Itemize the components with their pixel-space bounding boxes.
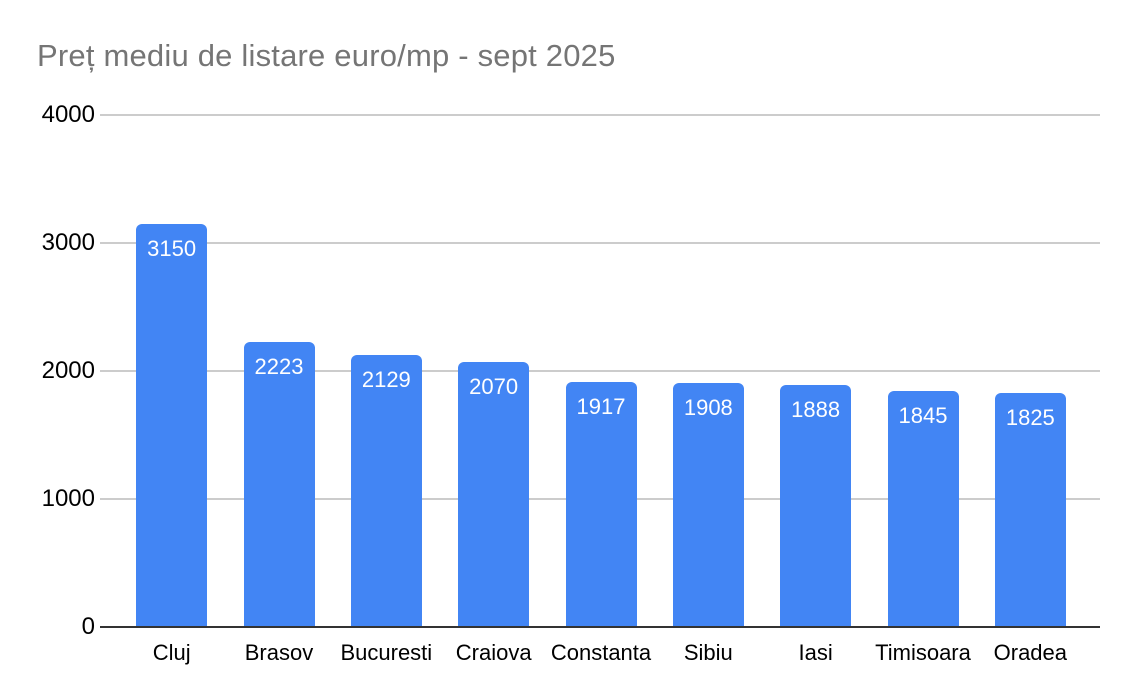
y-axis-tick-label: 4000 xyxy=(41,101,95,128)
bar-value-label: 2070 xyxy=(469,374,519,400)
x-axis-category-label: Constanta xyxy=(550,640,652,665)
bar[interactable]: 1888 xyxy=(780,385,852,627)
y-axis-tick-label: 1000 xyxy=(41,485,95,512)
bar-value-label: 1888 xyxy=(791,397,841,423)
gridline xyxy=(100,242,1100,244)
bar[interactable]: 3150 xyxy=(136,223,208,627)
bar-value-label: 1917 xyxy=(576,393,626,419)
y-axis-tick-label: 3000 xyxy=(41,229,95,256)
bar[interactable]: 1908 xyxy=(672,382,744,627)
bar[interactable]: 2070 xyxy=(458,362,530,627)
gridline xyxy=(100,114,1100,116)
bar-value-label: 1845 xyxy=(898,402,948,428)
x-axis-category-label: Cluj xyxy=(152,640,191,665)
bar-value-label: 3150 xyxy=(147,235,197,261)
y-axis-tick-label: 2000 xyxy=(41,357,95,384)
x-axis-category-label: Brasov xyxy=(244,640,314,665)
plot-area: 0 1000 2000 3000 4000 3150 Cluj 2223 Brasov 2129 B… xyxy=(42,103,1100,665)
x-axis-category-label: Craiova xyxy=(455,640,532,665)
bar[interactable]: 1825 xyxy=(994,393,1066,627)
bar-value-label: 1908 xyxy=(683,394,733,420)
x-axis-category-label: Timisoara xyxy=(875,640,971,665)
bar[interactable]: 1845 xyxy=(887,390,959,627)
x-axis-category-label: Bucuresti xyxy=(340,640,433,665)
y-axis-tick-label: 0 xyxy=(81,613,95,640)
bar[interactable]: 2129 xyxy=(350,354,422,627)
x-axis-category-label: Oradea xyxy=(993,640,1068,665)
gridline xyxy=(100,370,1100,372)
bar[interactable]: 1917 xyxy=(565,381,637,627)
bar-value-label: 2129 xyxy=(361,366,411,392)
bar-value-label: 1825 xyxy=(1005,405,1055,431)
x-axis-baseline xyxy=(100,626,1100,628)
x-axis-category-label: Sibiu xyxy=(683,640,733,665)
chart-title: Preț mediu de listare euro/mp - sept 202… xyxy=(37,38,616,73)
x-axis-category-label: Iasi xyxy=(798,640,833,665)
bar[interactable]: 2223 xyxy=(243,342,315,627)
bar-value-label: 2223 xyxy=(254,354,304,380)
